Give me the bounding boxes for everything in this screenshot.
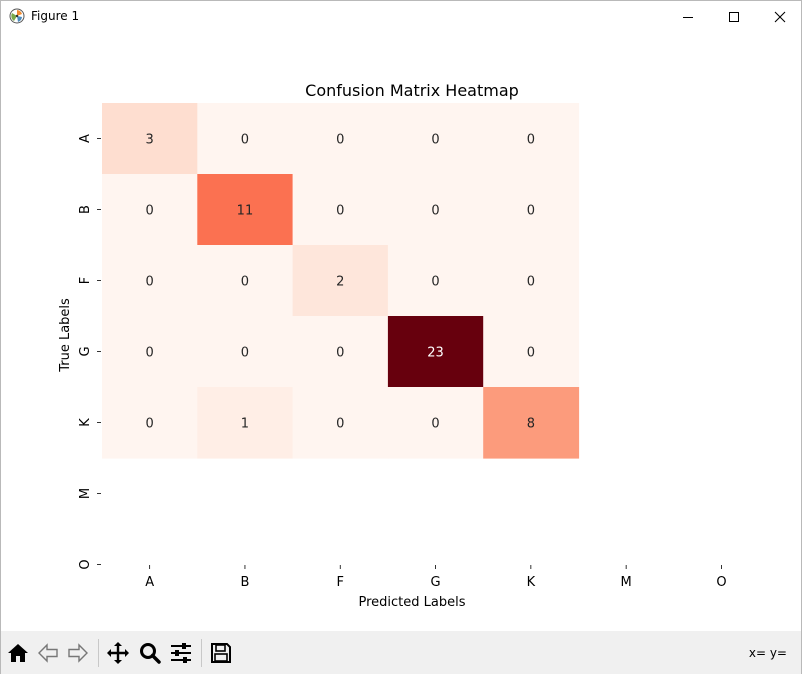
cell-value-label: 0 (431, 133, 439, 148)
configure-subplots-button[interactable] (167, 638, 195, 668)
heatmap-cell (483, 174, 580, 246)
cell-value-label: 0 (336, 133, 344, 148)
y-tick-label: G (78, 346, 93, 356)
minimize-button[interactable] (665, 1, 711, 32)
cell-value-label: 3 (146, 133, 154, 148)
y-tick-label: B (78, 205, 93, 214)
heatmap-cell (483, 316, 580, 388)
y-tick-label: M (78, 488, 93, 499)
chart-title: Confusion Matrix Heatmap (305, 81, 519, 100)
y-tick-label: F (78, 277, 93, 284)
arrow-left-icon (38, 643, 58, 663)
pan-button[interactable] (104, 638, 132, 668)
heatmap-cell (102, 174, 198, 246)
heatmap-cell (102, 316, 198, 388)
cell-value-label: 0 (146, 417, 154, 432)
heatmap-cell (387, 174, 484, 246)
close-button[interactable] (757, 1, 802, 32)
move-icon (107, 642, 129, 664)
forward-button[interactable] (64, 638, 92, 668)
close-icon (774, 11, 786, 22)
title-bar[interactable]: Figure 1 (1, 1, 801, 32)
heatmap-cell (197, 174, 294, 246)
cell-value-label: 0 (431, 275, 439, 290)
toolbar-separator (201, 639, 202, 667)
heatmap-cell (197, 387, 294, 459)
navigation-toolbar: x= y= (1, 631, 801, 674)
back-button[interactable] (34, 638, 62, 668)
x-tick-label: M (621, 575, 632, 590)
heatmap-cell (483, 103, 580, 175)
cell-value-label: 0 (336, 346, 344, 361)
cell-value-label: 0 (527, 204, 535, 219)
x-tick-label: G (431, 575, 441, 590)
heatmap-cell (387, 316, 484, 388)
cell-value-label: 8 (527, 417, 535, 432)
heatmap-cell (292, 387, 389, 459)
x-tick-label: O (716, 575, 726, 590)
heatmap-cell (102, 245, 198, 317)
heatmap-cell (292, 174, 389, 246)
minimize-icon (683, 16, 693, 18)
save-button[interactable] (207, 638, 235, 668)
matplotlib-icon (9, 8, 25, 24)
cell-value-label: 0 (431, 417, 439, 432)
heatmap-cell (197, 245, 294, 317)
cell-value-label: 0 (527, 275, 535, 290)
heatmap-cell (387, 103, 484, 175)
heatmap-chart: Confusion Matrix Heatmap 3 0 0 0 0 0 11 0 0 0 0 0 2 0… (58, 81, 727, 610)
toolbar-separator (98, 639, 99, 667)
zoom-button[interactable] (136, 638, 164, 668)
cell-value-label: 1 (241, 417, 249, 432)
magnifier-icon (140, 643, 161, 664)
arrow-right-icon (68, 643, 88, 663)
window-title: Figure 1 (31, 9, 80, 23)
heatmap-cell (483, 387, 580, 459)
y-tick-label: A (78, 134, 93, 143)
y-tick-label: O (78, 559, 93, 569)
cell-value-label: 11 (237, 204, 254, 219)
home-icon (8, 644, 28, 662)
cell-value-label: 0 (146, 204, 154, 219)
cursor-coordinates: x= y= (748, 646, 787, 660)
x-axis-label: Predicted Labels (358, 595, 465, 610)
x-tick-label: A (145, 575, 154, 590)
heatmap-cell (197, 103, 294, 175)
floppy-disk-icon (211, 643, 231, 663)
x-tick-label: F (337, 575, 344, 590)
x-tick-label: K (527, 575, 536, 590)
home-button[interactable] (4, 638, 32, 668)
heatmap-cell (197, 316, 294, 388)
heatmap-cell (292, 245, 389, 317)
heatmap-cell (102, 103, 198, 175)
cell-value-label: 0 (527, 346, 535, 361)
y-axis-label: True Labels (58, 298, 73, 373)
heatmap-cell (387, 245, 484, 317)
heatmap-cell (387, 387, 484, 459)
cell-value-label: 0 (336, 204, 344, 219)
heatmap-cell (102, 387, 198, 459)
sliders-icon (171, 643, 191, 663)
maximize-icon (729, 11, 739, 22)
cell-value-label: 0 (431, 204, 439, 219)
cell-value-label: 0 (146, 275, 154, 290)
x-tick-label: B (240, 575, 249, 590)
cell-value-label: 0 (527, 133, 535, 148)
heatmap-cell (292, 316, 389, 388)
y-tick-label: K (78, 418, 93, 427)
cell-value-label: 0 (241, 275, 249, 290)
cell-value-label: 0 (241, 133, 249, 148)
heatmap-cell (483, 245, 580, 317)
cell-value-label: 2 (336, 275, 344, 290)
heatmap-cell (292, 103, 389, 175)
cell-value-label: 0 (336, 417, 344, 432)
cell-value-label: 0 (241, 346, 249, 361)
cell-value-label: 23 (427, 346, 444, 361)
maximize-button[interactable] (711, 1, 757, 32)
figure-canvas[interactable]: Confusion Matrix Heatmap 3 0 0 0 0 0 11 0 0 0 0 0 2 0… (1, 32, 801, 631)
cell-value-label: 0 (146, 346, 154, 361)
